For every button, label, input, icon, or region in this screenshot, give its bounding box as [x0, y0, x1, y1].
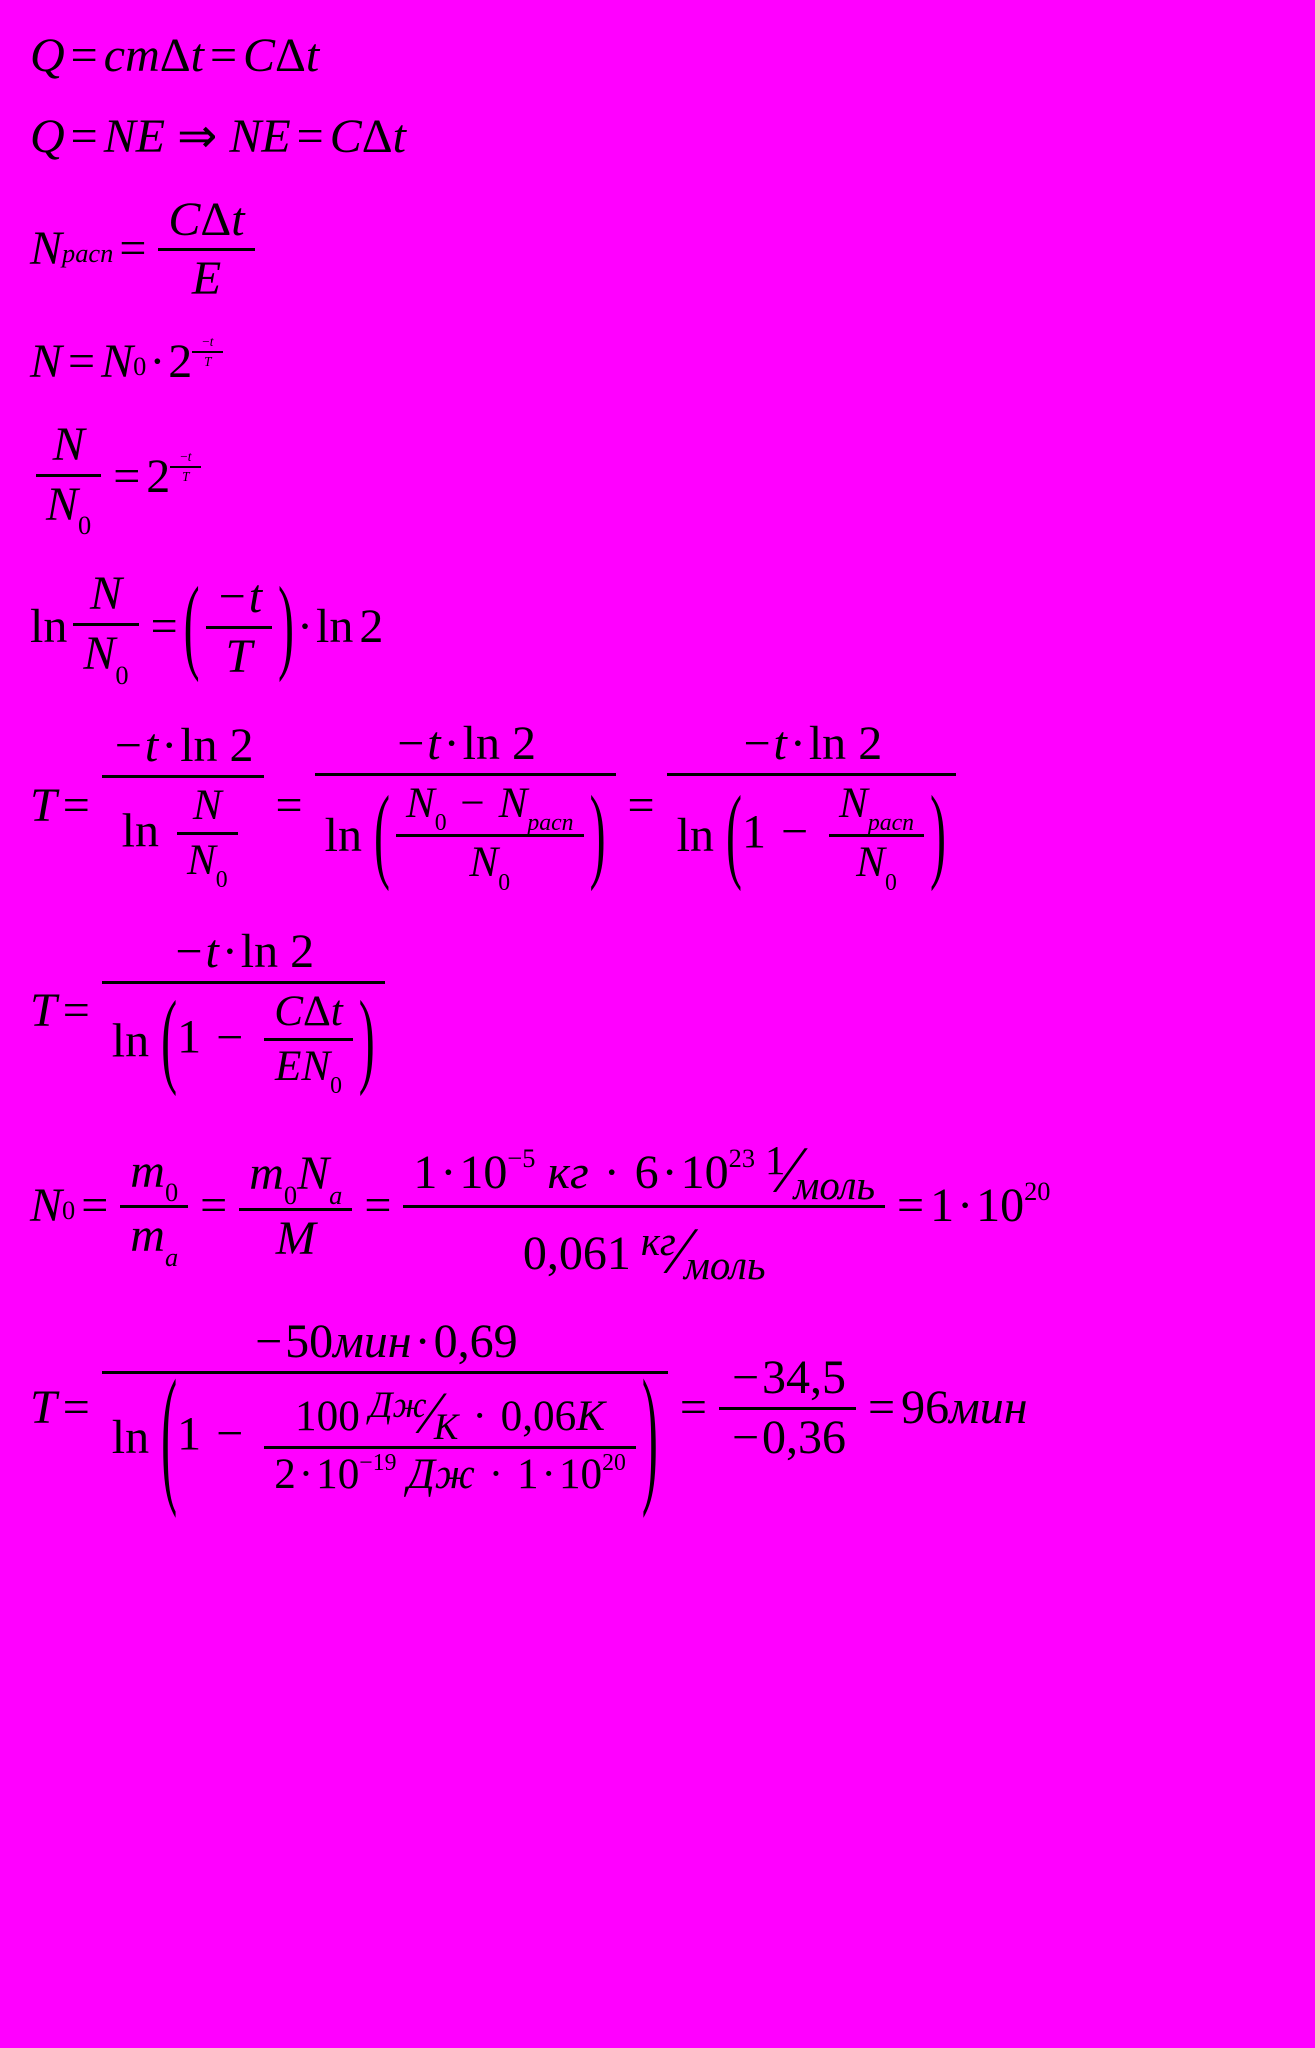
fn-ln: ln	[30, 601, 67, 654]
eq-q-ne: Q = N E ⇒ N E = C Δ t	[30, 111, 1285, 164]
eq-q-heat: Q = c m Δ t = C Δ t	[30, 30, 1285, 83]
unit-J-per-K: Дж⁄K	[375, 1378, 455, 1445]
op-eq: =	[891, 1180, 930, 1233]
op-dot: ·	[294, 601, 316, 654]
result-T: 96мин	[901, 1382, 1027, 1435]
op-eq: =	[65, 111, 104, 164]
num-2: 2	[146, 451, 170, 504]
frac-T2: −t·ln 2 ln ( N0 − Nрасп N0	[315, 716, 616, 896]
unit-kg-per-mol: кг⁄моль	[647, 1210, 762, 1284]
op-eq: =	[113, 223, 152, 276]
op-eq: =	[57, 985, 96, 1038]
op-eq: =	[862, 1382, 901, 1435]
sym-delta: Δ	[362, 111, 393, 164]
op-eq: =	[57, 780, 96, 833]
var-C: C	[330, 111, 362, 164]
sym-delta: Δ	[275, 30, 306, 83]
frac-m0-ma: m0 ma	[120, 1144, 188, 1270]
var-t: t	[231, 193, 244, 246]
var-T: T	[30, 985, 57, 1038]
op-eq: =	[75, 1180, 114, 1233]
var-C: C	[168, 193, 200, 246]
var-E: E	[192, 252, 221, 305]
var-t: t	[191, 30, 204, 83]
eq-n-rasn: N расп = CΔt E	[30, 192, 1285, 309]
op-eq: =	[674, 1382, 713, 1435]
var-N0: N	[30, 1180, 62, 1233]
var-E: E	[136, 111, 165, 164]
eq-n0-calc: N0 = m0 ma = m0Na M = 1·10−5 кг · 6·1023…	[30, 1127, 1285, 1286]
frac-n0-numeric: 1·10−5 кг · 6·1023 1⁄моль 0,061 кг⁄моль	[403, 1127, 885, 1286]
num-2: 2	[168, 336, 192, 389]
var-t: t	[306, 30, 319, 83]
op-eq: =	[291, 111, 330, 164]
eq-log-ratio: ln N N0 = ( −t T ) · ln 2	[30, 566, 1285, 687]
var-t: t	[393, 111, 406, 164]
eq-T-final-sym: T = −t·ln 2 ln ( 1 − CΔt EN0	[30, 924, 1285, 1099]
var-N: N	[53, 418, 85, 471]
frac-cdt-e: CΔt E	[158, 192, 254, 309]
op-eq: =	[270, 780, 309, 833]
eq-ratio: N N0 = 2 −t T	[30, 417, 1285, 538]
fn-ln: ln	[316, 601, 353, 654]
var-N0: N	[46, 478, 78, 531]
frac-T3: −t·ln 2 ln ( 1 − Nрасп N0 )	[667, 716, 956, 896]
eq-decay: N = N 0 · 2 −t T	[30, 336, 1285, 389]
op-eq: =	[622, 780, 661, 833]
unit-per-mol: 1⁄моль	[771, 1129, 871, 1203]
sym-delta: Δ	[160, 30, 191, 83]
var-E: E	[261, 111, 290, 164]
frac-n-n0: N N0	[73, 566, 138, 687]
exp-neg-t-over-T: −t T	[192, 333, 223, 372]
frac-T-symbolic: −t·ln 2 ln ( 1 − CΔt EN0 )	[102, 924, 385, 1099]
frac-n-n0: N N0	[36, 417, 101, 538]
op-imply: ⇒	[165, 111, 229, 164]
var-N: N	[229, 111, 261, 164]
var-C: C	[243, 30, 275, 83]
op-eq: =	[194, 1180, 233, 1233]
var-Q: Q	[30, 111, 65, 164]
sub-zero: 0	[133, 352, 146, 381]
var-T: T	[30, 1382, 57, 1435]
frac-m0Na-M: m0Na M	[239, 1146, 352, 1267]
var-N: N	[104, 111, 136, 164]
var-T: T	[30, 780, 57, 833]
var-m: m	[125, 30, 160, 83]
eq-T-chain: T = −t·ln 2 ln N N0 = −t·ln 2 ln	[30, 716, 1285, 896]
op-eq: =	[57, 1382, 96, 1435]
exp-neg-t-over-T: −t T	[170, 448, 201, 487]
var-N0: N	[101, 336, 133, 389]
result-n0: 1·1020	[930, 1180, 1050, 1233]
equations-page: Q = c m Δ t = C Δ t Q = N E ⇒ N E = C Δ …	[0, 0, 1315, 2048]
num-2: 2	[359, 601, 383, 654]
eq-T-numeric: T = −50мин·0,69 ln ( 1 − 100	[30, 1314, 1285, 1503]
sym-delta: Δ	[200, 193, 231, 246]
op-eq: =	[62, 336, 101, 389]
sub-rasn: расп	[62, 239, 113, 268]
frac-T-reduced: −34,5 −0,36	[719, 1350, 856, 1467]
sub-zero: 0	[78, 510, 91, 540]
op-eq: =	[65, 30, 104, 83]
var-Q: Q	[30, 30, 65, 83]
var-N: N	[30, 336, 62, 389]
frac-T-big: −50мин·0,69 ln ( 1 − 100 Дж⁄K	[102, 1314, 668, 1503]
op-dot: ·	[146, 336, 168, 389]
frac-T1: −t·ln 2 ln N N0	[102, 718, 264, 893]
op-eq: =	[204, 30, 243, 83]
paren-neg-t-over-T: ( −t T )	[184, 569, 294, 686]
op-eq: =	[107, 451, 146, 504]
var-N: N	[30, 223, 62, 276]
op-eq: =	[358, 1180, 397, 1233]
op-eq: =	[145, 601, 184, 654]
var-c: c	[104, 30, 125, 83]
